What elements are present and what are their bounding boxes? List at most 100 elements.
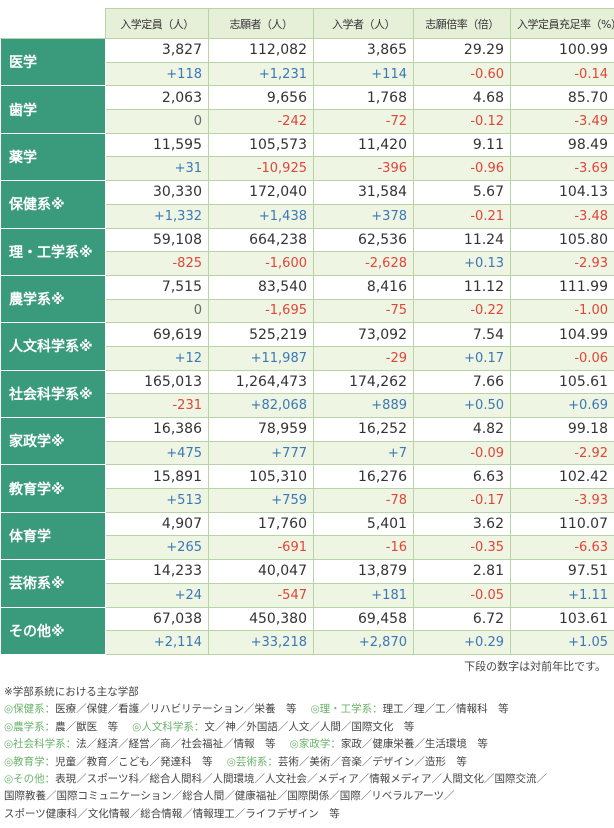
note-item: ◎保健系：医療／保健／看護／リハビリテーション／栄養 等	[4, 703, 296, 715]
note-item: ◎教育学：児童／教育／こども／発達科 等	[4, 756, 213, 768]
value: 69,458	[313, 606, 414, 632]
note-label: ◎芸術系：	[226, 755, 278, 768]
note-label: ◎農学系：	[4, 720, 56, 733]
value: 103.61	[510, 606, 614, 632]
value: 85.70	[510, 85, 614, 111]
notes-line: ◎保健系：医療／保健／看護／リハビリテーション／栄養 等 ◎理・工学系：理工／理／…	[4, 701, 561, 718]
value: 7,515	[105, 274, 209, 300]
row-bottom: +2,114 +33,218 +2,870 +0.29 +1.05	[1, 630, 614, 655]
note-item: ◎家政学：家政／健康栄養／生活環境 等	[290, 738, 488, 750]
column-header: 志願倍率（倍）	[413, 8, 511, 39]
change-value: -1.00	[510, 298, 614, 324]
value: 2.81	[413, 559, 511, 584]
data-table: 入学定員（人） 志願者（人） 入学者（人） 志願倍率（倍） 入学定員充足率（%） 医学 3…	[0, 8, 614, 655]
row-top: 教育学※ 15,891 105,310 16,276 6.63 102.42	[0, 464, 614, 513]
change-value: -242	[208, 109, 314, 134]
row-label: 理・工学系※	[0, 227, 106, 276]
row-top: 歯学 2,063 9,656 1,768 4.68 85.70	[0, 85, 614, 134]
note-label: ◎教育学：	[4, 755, 56, 768]
note-text: 表現／スポーツ科／総合人間科／人間環境／人文社会／メディア／情報メディア／人間文…	[55, 773, 547, 786]
note-text: 医療／保健／看護／リハビリテーション／栄養 等	[55, 703, 297, 716]
value: 105.80	[510, 227, 614, 253]
notes: ※学部系統における主な学部 ◎保健系：医療／保健／看護／リハビリテーション／栄養…	[4, 684, 561, 823]
change-value: -29	[313, 345, 414, 371]
change-value: -0.06	[510, 345, 614, 371]
notes-line: 国際教養／国際コミュニケーション／総合人間／健康福祉／国際関係／国際／リベラルア…	[4, 788, 561, 805]
row-bottom: +118 +1,231 +114 -0.60 -0.14	[1, 61, 614, 87]
row-label: 人文科学系※	[0, 322, 106, 371]
change-value: +33,218	[208, 630, 314, 655]
change-value: -72	[313, 109, 414, 134]
note-text: 法／経済／経営／商／社会福祉／情報 等	[76, 738, 276, 751]
row-label: 医学	[0, 37, 106, 87]
value: 525,219	[208, 322, 314, 347]
change-value: -2,628	[313, 251, 414, 276]
row-bottom: +31 -10,925 -396 -0.96 -3.69	[1, 156, 614, 182]
value: 9,656	[208, 85, 314, 111]
change-value: -0.12	[413, 109, 511, 134]
value: 104.13	[510, 180, 614, 205]
note-item: ◎芸術系：芸術／美術／音楽／デザイン／造形 等	[227, 756, 467, 768]
notes-line: ◎農学系：農／獣医 等 ◎人文科学系：文／神／外国語／人文／人間／国際文化 等	[4, 719, 561, 736]
row-label: 保健系※	[0, 180, 106, 229]
value: 9.11	[413, 132, 511, 158]
value: 7.54	[413, 322, 511, 347]
change-value: +24	[105, 582, 209, 608]
change-value: +378	[313, 203, 414, 229]
value: 165,013	[105, 369, 209, 395]
value: 104.99	[510, 322, 614, 347]
row-label: 社会科学系※	[0, 369, 106, 419]
value: 3.62	[413, 511, 511, 537]
row-label: 歯学	[0, 85, 106, 134]
note-text: スポーツ健康科／文化情報／総合情報／情報理工／ライフデザイン 等	[4, 807, 340, 820]
value: 6.72	[413, 606, 511, 632]
value: 83,540	[208, 274, 314, 300]
change-value: +0.69	[510, 393, 614, 418]
value: 59,108	[105, 227, 209, 253]
change-value: -16	[313, 535, 414, 561]
row-label: 芸術系※	[0, 559, 106, 608]
change-value: +1,438	[208, 203, 314, 229]
note-text: 児童／教育／こども／発達科 等	[55, 755, 213, 768]
row-label: 家政学※	[0, 416, 106, 466]
value: 16,276	[313, 464, 414, 490]
value: 7.66	[413, 369, 511, 395]
value: 15,891	[105, 464, 209, 490]
change-value: +12	[105, 345, 209, 371]
change-value: -0.14	[510, 61, 614, 87]
change-value: +1.05	[510, 630, 614, 655]
change-value: +7	[313, 440, 414, 466]
column-header: 入学定員充足率（%）	[510, 8, 614, 39]
value: 111.99	[510, 274, 614, 300]
column-header: 入学定員（人）	[105, 8, 209, 39]
value: 6.63	[413, 464, 511, 490]
row-bottom: +1,332 +1,438 +378 -0.21 -3.48	[1, 203, 614, 229]
value: 112,082	[208, 38, 314, 63]
value: 172,040	[208, 180, 314, 205]
footnote: 下段の数字は対前年比です。	[464, 660, 606, 673]
change-value: -2.93	[510, 251, 614, 276]
note-item: ◎人文科学系：文／神／外国語／人文／人間／国際文化 等	[132, 721, 414, 733]
value: 8,416	[313, 274, 414, 300]
change-value: -75	[313, 298, 414, 324]
change-value: -10,925	[208, 156, 314, 182]
change-value: -6.63	[510, 535, 614, 561]
row-label: 体育学	[0, 511, 106, 561]
row-top: 社会科学系※ 165,013 1,264,473 174,262 7.66 105.61	[0, 369, 614, 419]
value: 100.99	[510, 38, 614, 63]
row-top: 人文科学系※ 69,619 525,219 73,092 7.54 104.99	[0, 322, 614, 371]
row-label: 薬学	[0, 132, 106, 182]
note-item: ◎農学系：農／獣医 等	[4, 721, 118, 733]
change-value: -825	[105, 251, 209, 276]
note-item: スポーツ健康科／文化情報／総合情報／情報理工／ライフデザイン 等	[4, 808, 340, 820]
value: 31,584	[313, 180, 414, 205]
row-bottom: 0 -1,695 -75 -0.22 -1.00	[1, 298, 614, 324]
row-top: 医学 3,827 112,082 3,865 29.29 100.99	[0, 37, 614, 87]
value: 97.51	[510, 559, 614, 584]
note-text: 国際教養／国際コミュニケーション／総合人間／健康福祉／国際関係／国際／リベラルア…	[4, 790, 455, 803]
row-top: 体育学 4,907 17,760 5,401 3.62 110.07	[0, 511, 614, 561]
change-value: -0.35	[413, 535, 511, 561]
row-label: 教育学※	[0, 464, 106, 513]
change-value: -691	[208, 535, 314, 561]
value: 4,907	[105, 511, 209, 537]
